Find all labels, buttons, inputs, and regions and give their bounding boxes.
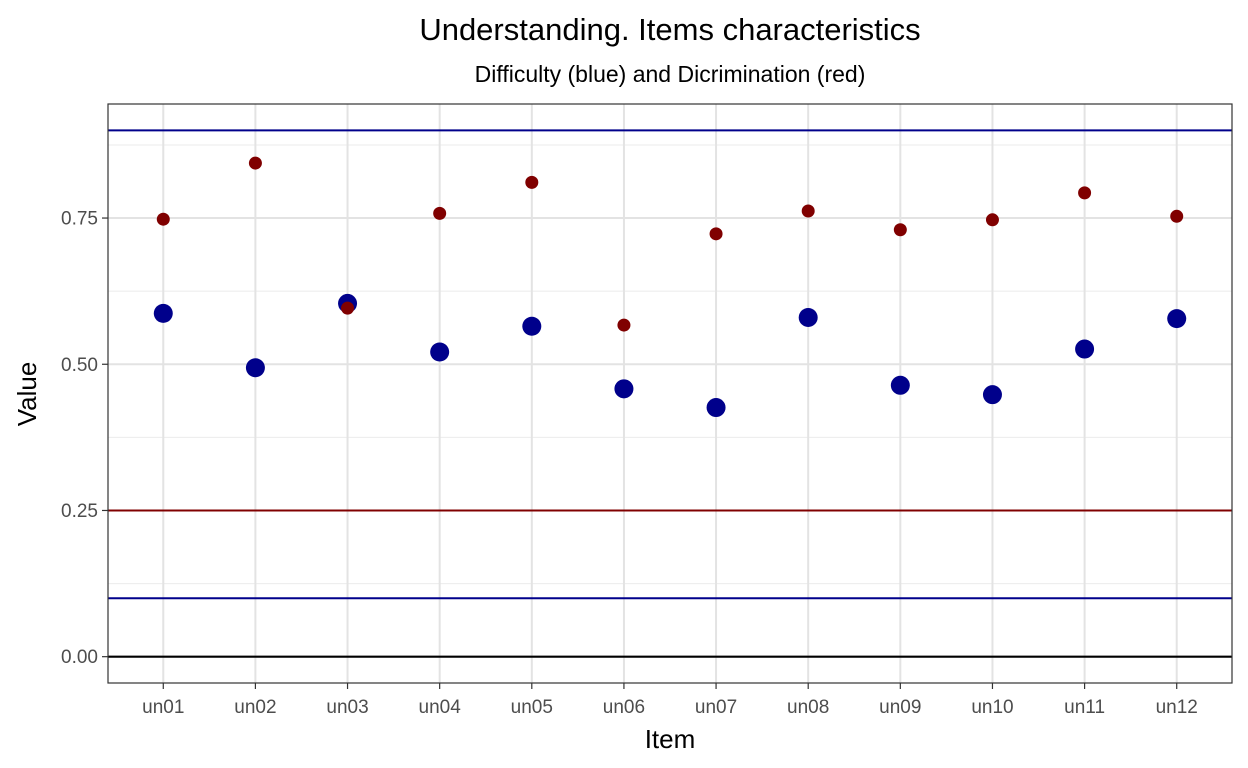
point-discrimination	[341, 301, 355, 315]
x-tick-label: un12	[1156, 697, 1198, 718]
plot-border	[107, 103, 1233, 684]
point-discrimination	[893, 223, 907, 237]
x-tick-label: un07	[695, 697, 737, 718]
point-discrimination	[156, 212, 170, 226]
x-tick-label: un01	[142, 697, 184, 718]
y-axis: 0.00 0.25 0.50 0.75	[61, 209, 108, 668]
point-difficulty	[798, 307, 818, 327]
point-discrimination	[1170, 209, 1184, 223]
y-tick-label: 0.75	[61, 209, 98, 230]
x-tick-label: un11	[1064, 697, 1105, 718]
point-difficulty	[614, 379, 634, 399]
x-tick-label: un03	[326, 697, 368, 718]
point-discrimination	[985, 213, 999, 227]
point-discrimination	[1078, 186, 1092, 200]
points-layer	[153, 156, 1187, 418]
point-difficulty	[706, 398, 726, 418]
point-discrimination	[709, 227, 723, 241]
point-difficulty	[1075, 339, 1095, 359]
plot-area	[107, 103, 1233, 684]
reference-lines	[108, 129, 1232, 658]
y-tick-label: 0.25	[61, 501, 98, 522]
x-tick-label: un05	[511, 697, 553, 718]
x-tick-label: un06	[603, 697, 645, 718]
plot-background	[108, 104, 1232, 683]
y-tick-label: 0.00	[61, 647, 98, 668]
point-difficulty	[245, 358, 265, 378]
x-tick-label: un10	[971, 697, 1013, 718]
point-discrimination	[617, 318, 631, 332]
point-difficulty	[982, 385, 1002, 405]
point-difficulty	[153, 303, 173, 323]
point-difficulty	[522, 316, 542, 336]
chart-title: Understanding. Items characteristics	[419, 12, 920, 47]
y-axis-title: Value	[12, 362, 42, 427]
chart-subtitle: Difficulty (blue) and Dicrimination (red…	[475, 61, 866, 87]
x-axis: un01 un02 un03 un04 un05 un06 un07 un08 un09 un10…	[142, 683, 1198, 718]
point-discrimination	[248, 156, 262, 170]
y-tick-label: 0.50	[61, 355, 98, 376]
x-tick-label: un09	[879, 697, 921, 718]
x-tick-label: un04	[419, 697, 462, 718]
point-difficulty	[890, 375, 910, 395]
point-difficulty	[430, 342, 450, 362]
x-axis-title: Item	[645, 724, 696, 754]
point-discrimination	[433, 206, 447, 220]
point-difficulty	[1167, 309, 1187, 329]
point-discrimination	[525, 175, 539, 189]
point-discrimination	[801, 204, 815, 218]
x-tick-label: un02	[234, 697, 276, 718]
x-tick-label: un08	[787, 697, 829, 718]
